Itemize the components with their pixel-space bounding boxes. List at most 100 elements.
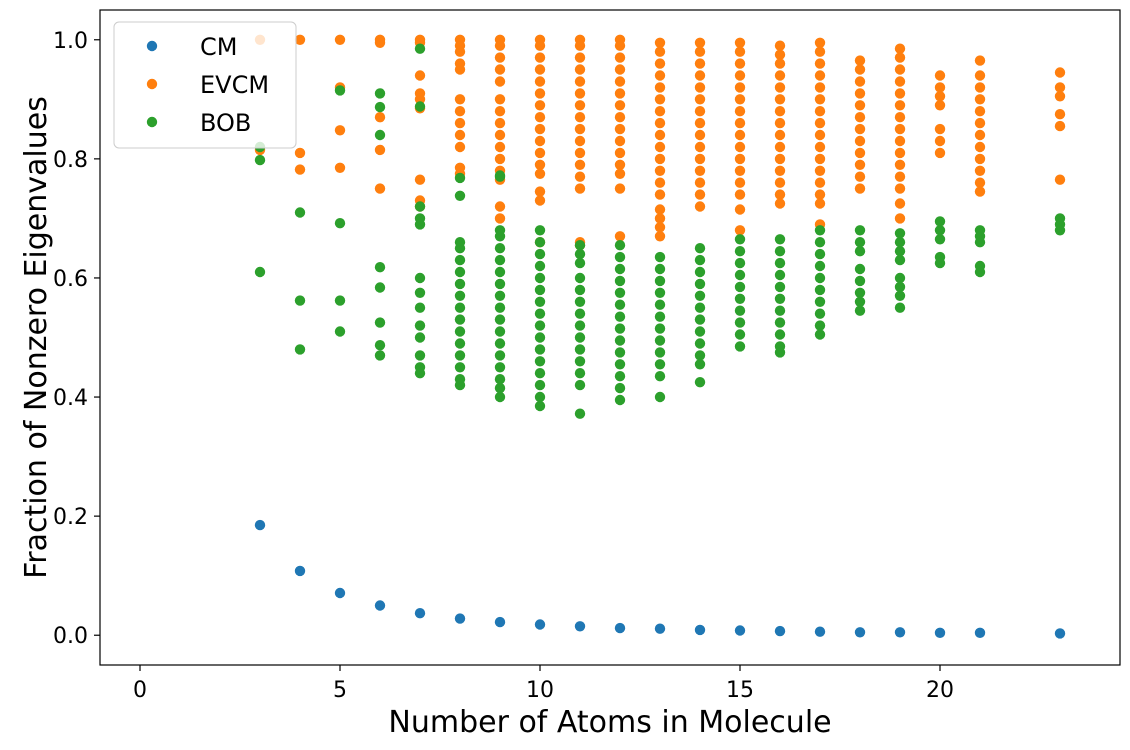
y-tick-label: 1.0 (53, 29, 88, 54)
data-point (454, 350, 466, 361)
data-point (974, 627, 986, 638)
data-point (574, 344, 586, 355)
data-point (614, 347, 626, 358)
data-point (1054, 628, 1066, 639)
data-point (574, 257, 586, 269)
data-point (414, 70, 426, 81)
data-point (494, 64, 506, 75)
data-point (494, 266, 506, 278)
data-point (454, 379, 466, 391)
data-point (734, 317, 746, 328)
data-point (294, 207, 306, 218)
data-point (974, 141, 986, 153)
data-point (1054, 82, 1066, 93)
data-point (574, 147, 586, 159)
data-point (454, 362, 466, 373)
data-point (614, 299, 626, 310)
data-point (974, 82, 986, 93)
data-point (694, 46, 706, 57)
data-point (934, 216, 946, 227)
data-point (574, 272, 586, 284)
data-point (654, 58, 666, 69)
data-point (854, 76, 866, 87)
data-point (894, 198, 906, 209)
data-point (854, 183, 866, 194)
data-point (1054, 109, 1066, 120)
data-point (534, 308, 546, 319)
data-point (894, 123, 906, 135)
data-point (894, 159, 906, 170)
data-point (374, 350, 386, 361)
data-point (614, 76, 626, 87)
data-point (374, 112, 386, 123)
data-point (734, 305, 746, 316)
data-point (574, 240, 586, 251)
data-point (774, 70, 786, 81)
data-point (534, 619, 546, 630)
data-point (454, 172, 466, 184)
data-point (854, 237, 866, 248)
data-point (614, 135, 626, 147)
data-point (1054, 67, 1066, 78)
data-point (574, 248, 586, 260)
data-point (574, 368, 586, 379)
data-point (934, 627, 946, 638)
data-point (734, 82, 746, 93)
data-point (694, 82, 706, 93)
data-point (734, 46, 746, 57)
data-point (774, 625, 786, 637)
data-point (894, 290, 906, 301)
data-point (774, 257, 786, 269)
data-point (454, 613, 466, 624)
data-point (694, 165, 706, 176)
data-point (854, 225, 866, 236)
data-point (494, 40, 506, 51)
data-point (614, 40, 626, 51)
data-point (374, 88, 386, 99)
data-point (774, 234, 786, 245)
data-point (494, 76, 506, 87)
data-point (534, 284, 546, 296)
data-point (534, 76, 546, 87)
data-point (734, 106, 746, 117)
data-point (654, 213, 666, 224)
data-point (454, 129, 466, 141)
data-point (534, 368, 546, 379)
data-point (814, 296, 826, 307)
data-point (1054, 225, 1066, 236)
data-point (614, 371, 626, 382)
data-point (934, 82, 946, 93)
data-point (774, 106, 786, 117)
data-point (814, 626, 826, 637)
data-point (934, 147, 946, 159)
data-point (734, 117, 746, 129)
data-point (574, 296, 586, 307)
data-point (654, 129, 666, 141)
data-point (534, 296, 546, 307)
legend-marker (146, 116, 158, 128)
data-point (334, 587, 346, 599)
data-point (614, 112, 626, 123)
legend-marker (146, 78, 158, 90)
data-point (534, 225, 546, 236)
data-point (494, 382, 506, 394)
data-point (734, 153, 746, 165)
data-point (534, 64, 546, 75)
data-point (734, 234, 746, 245)
data-point (894, 135, 906, 147)
data-point (414, 302, 426, 313)
data-point (974, 129, 986, 141)
points-layer (254, 34, 1066, 639)
data-point (654, 70, 666, 81)
y-tick-label: 0.2 (53, 505, 88, 530)
data-point (614, 335, 626, 346)
y-tick-label: 0.4 (53, 386, 88, 411)
data-point (694, 177, 706, 188)
data-point (774, 305, 786, 316)
data-point (414, 350, 426, 361)
data-point (494, 52, 506, 63)
data-point (534, 186, 546, 197)
data-point (494, 201, 506, 212)
data-point (774, 94, 786, 105)
data-point (534, 135, 546, 147)
